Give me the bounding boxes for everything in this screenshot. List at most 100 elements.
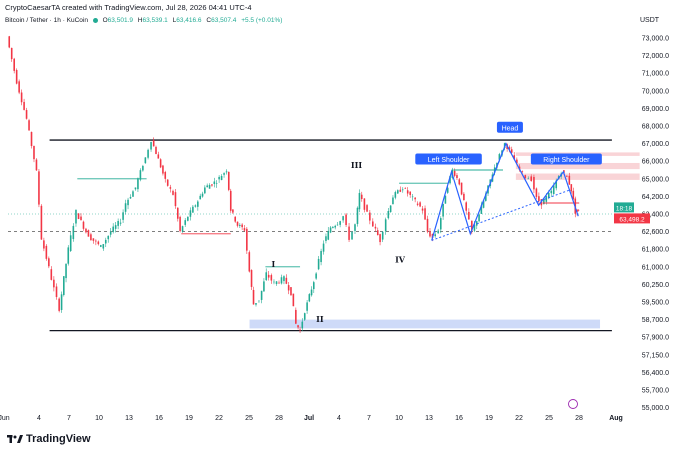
candle-body (232, 209, 234, 213)
wave-label: III (351, 160, 362, 170)
candle-body (270, 275, 273, 281)
x-tick-label: 4 (337, 415, 341, 422)
candle-body (473, 224, 476, 231)
candle-body (379, 234, 381, 243)
pattern-label: Right Shoulder (543, 157, 590, 164)
candle-body (416, 203, 419, 205)
candle-body (273, 281, 275, 283)
y-tick-label: 69,000.0 (642, 106, 669, 113)
neckline-dotted (431, 189, 571, 241)
candle-body (30, 131, 33, 147)
y-tick-label: 61,000.0 (642, 264, 669, 271)
y-tick-label: 68,000.0 (642, 124, 669, 131)
pattern-label-box (496, 121, 523, 133)
y-tick-label: 55,700.0 (642, 388, 669, 395)
candle-body (442, 203, 444, 217)
candle-body (392, 197, 394, 205)
candle-body (142, 165, 144, 171)
candle-body (157, 154, 160, 159)
y-tick-label: 72,000.0 (642, 53, 669, 60)
candle-body (246, 228, 248, 251)
candle-body (437, 230, 439, 234)
candle-body (97, 241, 100, 245)
candle-body (77, 213, 80, 219)
x-tick-label: 13 (425, 415, 433, 422)
candle-body (372, 221, 374, 227)
candle-body (152, 140, 155, 147)
candle-body (358, 192, 361, 210)
candle-body (434, 234, 436, 237)
candle-body (166, 179, 169, 186)
x-tick-label: 16 (155, 415, 163, 422)
candle-body (45, 245, 48, 259)
candle-body (87, 230, 90, 237)
candle-body (169, 187, 172, 189)
candle-body (220, 176, 223, 181)
candle-body (92, 238, 95, 241)
candle-body (48, 258, 50, 267)
candle-body (8, 36, 11, 48)
y-tick-label: 62,600.0 (642, 229, 669, 236)
candle-body (530, 176, 533, 181)
candle-body (348, 226, 350, 240)
candle-body (315, 273, 317, 279)
price-tag (614, 213, 650, 224)
candle-body (336, 224, 339, 226)
candle-body (241, 224, 243, 228)
candle-body (360, 194, 363, 199)
candle-body (292, 293, 295, 307)
candle-body (414, 197, 416, 200)
x-tick-label: 22 (515, 415, 523, 422)
candle-body (524, 175, 527, 179)
candle-body (310, 289, 313, 296)
candle-body (139, 170, 142, 180)
x-tick-label: 10 (95, 415, 103, 422)
candle-body (439, 218, 442, 230)
candle-body (20, 92, 23, 103)
y-tick-label: 70,000.0 (642, 88, 669, 95)
candle-body (80, 216, 82, 221)
candle-body (521, 171, 524, 172)
candle-body (482, 200, 485, 208)
candle-body (327, 230, 330, 240)
candle-body (394, 192, 397, 198)
candle-body (317, 258, 320, 270)
candle-body (122, 212, 124, 220)
candle-body (35, 159, 38, 171)
wave-label: I (271, 259, 275, 269)
candle-body (85, 228, 87, 233)
candle-body (484, 193, 487, 201)
candle-body (255, 303, 257, 305)
candle-body (334, 225, 336, 228)
timer-tag (614, 202, 634, 213)
candle-body (577, 209, 580, 211)
candle-body (192, 206, 194, 213)
wave-label: IV (395, 254, 406, 264)
wave-label: II (316, 314, 324, 324)
candle-body (176, 207, 179, 219)
candle-body (285, 277, 288, 284)
y-tick-label: 61,800.0 (642, 247, 669, 254)
candle-body (533, 176, 535, 190)
change-value: +5.5 (+0.01%) (241, 17, 283, 24)
candle-body (369, 212, 371, 221)
candle-body (144, 157, 147, 164)
candle-body (265, 272, 268, 281)
candle-body (478, 214, 480, 222)
candle-body (267, 274, 270, 278)
candle-body (147, 149, 149, 158)
x-tick-label: Jun (0, 415, 10, 422)
candle-body (322, 243, 325, 252)
candle-body (429, 231, 431, 237)
candle-body (107, 235, 110, 240)
close-value: 63,507.4 (211, 17, 237, 24)
candle-body (421, 208, 424, 211)
y-tick-label: 64,200.0 (642, 194, 669, 201)
candle-body (60, 294, 63, 310)
candle-body (283, 276, 285, 282)
brand-name: TradingView (26, 433, 91, 445)
y-tick-label: 60,250.0 (642, 282, 669, 289)
candle-body (325, 236, 327, 241)
candle-body (134, 187, 137, 190)
